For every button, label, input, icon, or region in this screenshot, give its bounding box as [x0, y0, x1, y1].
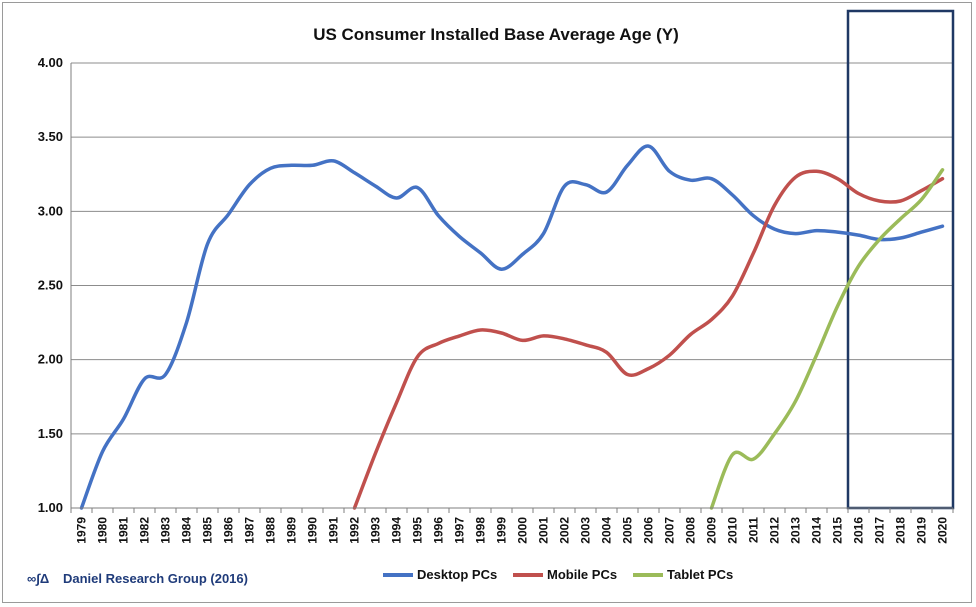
x-tick-label: 2003: [579, 517, 593, 544]
y-tick-label: 2.00: [38, 352, 63, 367]
x-tick-label: 2008: [684, 517, 698, 544]
y-tick-label: 1.00: [38, 500, 63, 515]
x-tick-label: 1998: [474, 517, 488, 544]
x-tick-label: 1995: [411, 517, 425, 544]
x-tick-label: 2007: [663, 517, 677, 544]
x-tick-label: 1991: [327, 517, 341, 544]
y-tick-label: 3.50: [38, 129, 63, 144]
x-tick-label: 1987: [243, 517, 257, 544]
y-tick-label: 2.50: [38, 278, 63, 293]
legend: Desktop PCs Mobile PCs Tablet PCs: [383, 567, 733, 582]
x-tick-label: 1983: [159, 517, 173, 544]
x-tick-label: 2017: [873, 517, 887, 544]
x-tick-label: 1993: [369, 517, 383, 544]
x-tick-label: 2006: [642, 517, 656, 544]
series-lines: [79, 144, 945, 510]
x-tick-label: 1990: [306, 517, 320, 544]
x-tick-label: 2009: [705, 517, 719, 544]
series-line-mobile-pcs: [352, 169, 945, 510]
legend-label-desktop-pcs: Desktop PCs: [417, 567, 497, 582]
x-tick-label: 1989: [285, 517, 299, 544]
gridlines: [71, 62, 953, 509]
x-tick-label: 1992: [348, 517, 362, 544]
x-axis-ticks: 1979 1980 1981 1982 1983 1984 1985 1986 1987 1988…: [75, 517, 950, 544]
x-tick-label: 1984: [180, 517, 194, 544]
x-tick-label: 2016: [852, 517, 866, 544]
legend-label-tablet-pcs: Tablet PCs: [667, 567, 733, 582]
x-tick-label: 2015: [831, 517, 845, 544]
x-tick-label: 2005: [621, 517, 635, 544]
x-tick-label: 2014: [810, 517, 824, 544]
credit-text: Daniel Research Group (2016): [63, 571, 248, 586]
x-tick-label: 2004: [600, 517, 614, 544]
x-tick-label: 2011: [747, 517, 761, 543]
x-tick-label: 2012: [768, 517, 782, 544]
y-tick-label: 1.50: [38, 426, 63, 441]
x-tick-label: 2018: [894, 517, 908, 544]
line-chart: US Consumer Installed Base Average Age (…: [27, 9, 955, 586]
x-tick-label: 1988: [264, 517, 278, 544]
x-tick-label: 2010: [726, 517, 740, 544]
x-tick-label: 1979: [75, 517, 89, 544]
credit-logo: ∞∫Δ: [27, 571, 49, 586]
x-tick-label: 2001: [537, 517, 551, 544]
x-tick-label: 2020: [936, 517, 950, 544]
series-line-desktop-pcs: [79, 144, 945, 510]
x-tick-label: 1994: [390, 517, 404, 544]
x-tick-label: 1981: [117, 517, 131, 544]
x-tick-label: 2002: [558, 517, 572, 544]
x-tick-label: 1980: [96, 517, 110, 544]
series-line-tablet-pcs: [709, 168, 945, 510]
x-tick-label: 2000: [516, 517, 530, 544]
x-tick-label: 1999: [495, 517, 509, 544]
y-tick-label: 4.00: [38, 55, 63, 70]
y-axis-ticks: 1.00 1.50 2.00 2.50 3.00 3.50 4.00: [38, 55, 63, 515]
x-tick-label: 1982: [138, 517, 152, 544]
x-tick-label: 1997: [453, 517, 467, 544]
axes: [70, 63, 954, 513]
x-tick-label: 1985: [201, 517, 215, 544]
x-tick-label: 2019: [915, 517, 929, 544]
chart-title: US Consumer Installed Base Average Age (…: [313, 25, 679, 44]
y-tick-label: 3.00: [38, 203, 63, 218]
legend-label-mobile-pcs: Mobile PCs: [547, 567, 617, 582]
x-tick-label: 1996: [432, 517, 446, 544]
x-tick-label: 1986: [222, 517, 236, 544]
x-tick-label: 2013: [789, 517, 803, 544]
